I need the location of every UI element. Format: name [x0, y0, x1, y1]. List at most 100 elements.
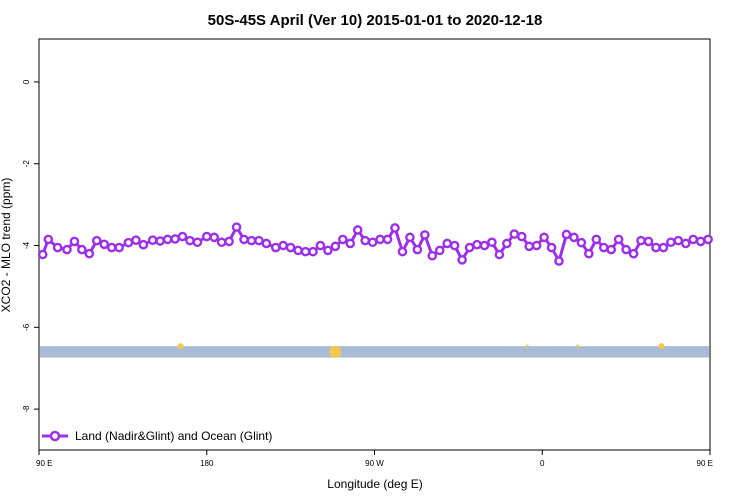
- data-point-71: [576, 237, 587, 248]
- data-point-52: [434, 245, 445, 256]
- data-point-15: [155, 236, 165, 246]
- data-point-14: [147, 235, 158, 246]
- data-point-1: [43, 234, 54, 245]
- data-point-82: [658, 242, 669, 253]
- data-point-55: [457, 255, 467, 265]
- data-point-23: [216, 237, 227, 248]
- data-point-8: [99, 239, 110, 250]
- data-point-31: [278, 240, 288, 251]
- data-point-64: [524, 241, 535, 252]
- series-layer: [37, 222, 713, 266]
- data-point-70: [569, 232, 579, 243]
- data-point-58: [479, 240, 490, 251]
- data-point-10: [114, 242, 124, 253]
- data-point-76: [613, 234, 624, 245]
- data-point-30: [270, 242, 281, 253]
- data-point-24: [224, 236, 234, 247]
- data-point-50: [420, 230, 430, 240]
- x-tick-label-1: 180: [200, 459, 214, 468]
- legend-entry-label: Land (Nadir&Glint) and Ocean (Glint): [75, 429, 272, 443]
- data-point-54: [449, 240, 460, 251]
- legend: Land (Nadir&Glint) and Ocean (Glint): [42, 429, 272, 443]
- y-tick-label-1: -2: [22, 160, 31, 168]
- data-point-77: [621, 244, 631, 255]
- data-point-61: [502, 238, 512, 249]
- x-axis-label: Longitude (deg E): [327, 477, 422, 491]
- band-marker-1: [329, 345, 342, 358]
- data-point-86: [688, 234, 699, 245]
- data-point-3: [62, 244, 72, 255]
- data-point-12: [131, 235, 141, 246]
- data-band: [40, 343, 709, 358]
- data-point-69: [561, 229, 572, 240]
- legend-marker-swatch: [49, 430, 61, 442]
- data-point-51: [427, 250, 438, 261]
- data-point-87: [695, 236, 706, 247]
- data-point-75: [606, 244, 617, 255]
- data-point-36: [315, 240, 326, 251]
- data-point-72: [584, 248, 594, 259]
- data-point-79: [636, 235, 646, 246]
- band-marker-0: [177, 343, 184, 350]
- data-point-62: [509, 229, 520, 239]
- data-point-83: [666, 237, 676, 248]
- data-point-2: [52, 242, 63, 253]
- data-point-49: [412, 244, 423, 255]
- data-point-13: [138, 239, 149, 250]
- chart-title: 50S-45S April (Ver 10) 2015-01-01 to 202…: [208, 12, 543, 29]
- y-axis: 0 -2 -4 -6 -8: [22, 79, 39, 413]
- data-point-66: [539, 232, 549, 243]
- data-point-44: [375, 234, 385, 245]
- data-point-39: [338, 234, 348, 245]
- data-point-19: [185, 235, 195, 246]
- data-point-37: [323, 245, 333, 256]
- data-point-5: [77, 244, 87, 255]
- data-point-22: [209, 232, 220, 243]
- data-point-56: [464, 242, 475, 253]
- data-point-11: [123, 237, 134, 248]
- band-marker-2: [525, 344, 529, 348]
- data-point-45: [382, 234, 393, 245]
- data-point-74: [598, 242, 609, 253]
- data-point-0: [37, 249, 48, 260]
- data-point-42: [360, 235, 370, 246]
- x-tick-label-0: 90 E: [36, 459, 52, 468]
- data-point-35: [308, 246, 318, 257]
- data-point-41: [352, 225, 363, 235]
- data-point-63: [516, 231, 527, 242]
- data-point-65: [531, 240, 542, 251]
- data-point-57: [472, 239, 482, 250]
- data-point-27: [246, 235, 257, 246]
- data-point-43: [367, 237, 378, 248]
- band-marker-4: [658, 343, 665, 350]
- data-point-47: [397, 246, 408, 257]
- data-point-81: [651, 242, 661, 253]
- band-rect: [40, 346, 709, 358]
- data-point-68: [554, 256, 564, 266]
- data-point-6: [84, 248, 95, 259]
- data-point-17: [170, 234, 180, 244]
- data-point-7: [91, 235, 102, 246]
- data-point-25: [231, 222, 242, 232]
- data-point-34: [300, 246, 311, 257]
- data-point-38: [330, 241, 341, 252]
- y-tick-label-4: -8: [22, 405, 31, 413]
- y-axis-label: XCO2 - MLO trend (ppm): [0, 178, 13, 313]
- data-point-53: [442, 238, 452, 249]
- data-point-48: [405, 232, 415, 243]
- data-point-85: [680, 238, 691, 249]
- data-point-80: [643, 236, 654, 247]
- data-point-88: [703, 234, 713, 245]
- data-point-21: [201, 231, 212, 242]
- band-marker-3: [576, 344, 580, 348]
- data-point-67: [546, 242, 557, 253]
- data-point-78: [628, 248, 639, 259]
- data-point-16: [162, 234, 173, 245]
- data-point-18: [177, 231, 188, 242]
- data-point-4: [69, 236, 80, 247]
- y-tick-label-2: -4: [22, 241, 31, 249]
- x-axis: 90 E 180 90 W 0 90 E: [36, 450, 713, 468]
- data-point-20: [192, 237, 203, 248]
- x-tick-label-2: 90 W: [365, 459, 384, 468]
